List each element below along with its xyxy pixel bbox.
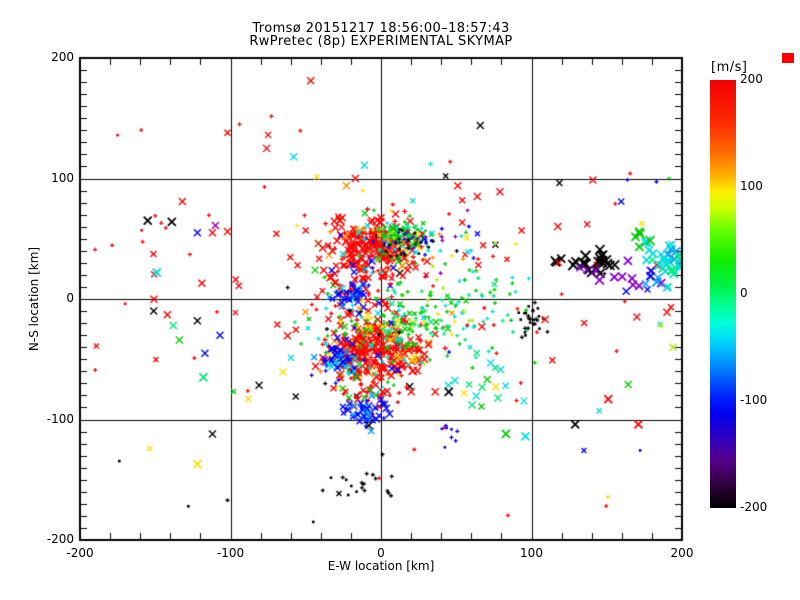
colorbar-tick-label: 200 (740, 72, 763, 86)
colorbar-tick-label: 100 (740, 179, 763, 193)
colorbar-unit-label: [m/s] (711, 60, 748, 75)
x-tick-label: -200 (66, 546, 94, 560)
colorbar-gradient (710, 80, 736, 508)
y-tick-label: -200 (46, 532, 74, 546)
x-tick-label: 100 (520, 546, 543, 560)
x-tick-label: 0 (377, 546, 385, 560)
x-axis-label: E-W location [km] (327, 559, 435, 573)
y-tick-label: 0 (66, 291, 74, 305)
corner-mark (782, 53, 794, 63)
y-tick-label: -100 (46, 411, 74, 426)
colorbar-tick-label: -200 (740, 500, 768, 514)
colorbar-tick-label: -100 (740, 393, 768, 407)
x-tick-label: 200 (670, 546, 694, 560)
y-tick-label: 200 (51, 50, 74, 64)
y-tick-label: 100 (51, 170, 74, 185)
colorbar-tick-label: 0 (740, 286, 748, 300)
x-tick-label: -100 (216, 546, 245, 560)
